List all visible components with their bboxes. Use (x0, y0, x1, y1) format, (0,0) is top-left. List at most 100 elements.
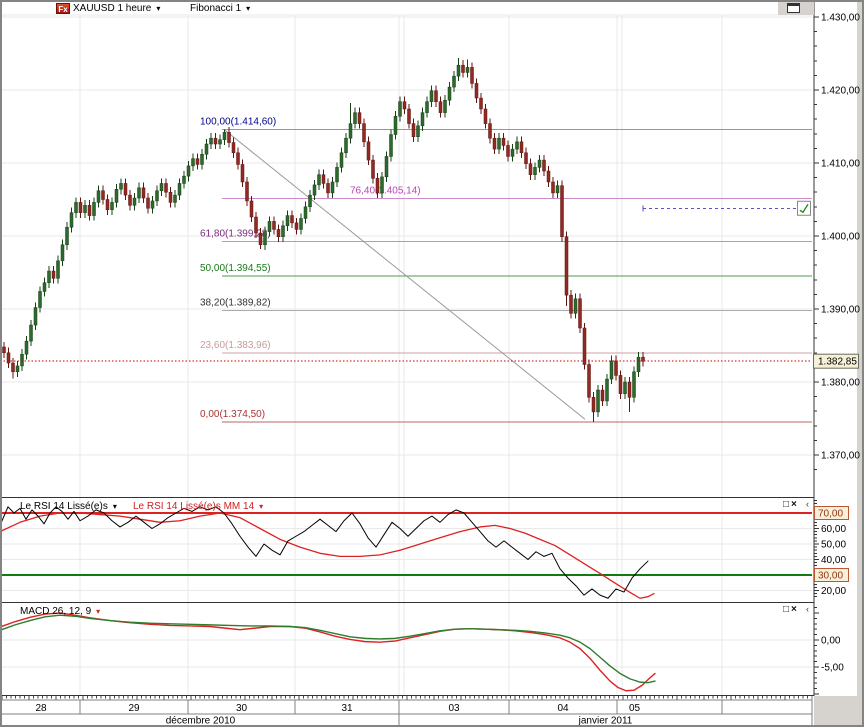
candle (506, 145, 510, 157)
candle (177, 183, 182, 196)
candle (272, 221, 276, 230)
rsi-title: Le RSI 14 Lissé(e)s (20, 501, 108, 512)
candle (479, 97, 483, 110)
candle (222, 132, 227, 140)
fib-trend-line[interactable] (223, 129, 586, 420)
macd-maximize-button[interactable]: □ (783, 604, 792, 615)
time-axis-bg (0, 696, 814, 727)
fib-level-label: 23,60(1.383,96) (200, 340, 271, 351)
candle (236, 152, 240, 165)
candle (326, 183, 330, 194)
rsi-macd-divider[interactable] (0, 602, 814, 603)
macd-timeaxis-divider (0, 695, 814, 696)
instrument-label: XAUUSD 1 heure (73, 3, 152, 14)
time-axis-month-label: décembre 2010 (166, 716, 236, 727)
candle (254, 216, 258, 234)
candle (308, 194, 312, 208)
candle (263, 231, 267, 246)
candle (195, 158, 200, 165)
candle (542, 159, 546, 172)
candle (24, 340, 29, 355)
candle (213, 137, 218, 145)
rsi-close-button[interactable]: × (791, 499, 799, 510)
candle (609, 360, 614, 380)
candle (249, 200, 254, 218)
rsi-chart-canvas[interactable] (0, 498, 814, 603)
candle (290, 215, 294, 224)
candle (380, 176, 384, 194)
rsi-axis-collapse-icon[interactable]: ‹ (806, 499, 809, 509)
rsi-level-box (814, 568, 849, 582)
candle (456, 64, 461, 77)
time-axis-day-label: 03 (448, 703, 460, 714)
rsi-axis-label: 40,00 (821, 555, 846, 566)
candle (618, 375, 623, 394)
price-chart-canvas[interactable]: 100,00(1.414,60) 76,40(1.405,14) 61,80(1.3… (0, 0, 814, 498)
candle (146, 197, 150, 209)
rsi-panel-bg (0, 498, 814, 603)
time-axis[interactable]: 28 29 30 31 03 04 05 décembre 2010 janvier 2011 (0, 696, 814, 727)
current-price-box (813, 353, 859, 369)
window-border-top (0, 0, 864, 2)
rsi-axis-label: 30,00 (818, 571, 843, 582)
time-axis-day-label: 31 (341, 703, 353, 714)
candle (312, 184, 317, 196)
candle (425, 101, 429, 113)
rsi-axis-label: 70,00 (818, 509, 843, 520)
macd-indicator-menu[interactable]: MACD 26, 12, 9 ▾ (20, 606, 100, 617)
candle (231, 142, 236, 154)
rsi-mm-title: Le RSI 14 Lissé(e)s MM 14 (133, 501, 255, 512)
candle (38, 291, 42, 308)
candle (569, 294, 573, 314)
candle (164, 183, 168, 193)
time-axis-day-label: 29 (128, 703, 140, 714)
chevron-down-icon: ▾ (96, 607, 101, 616)
macd-chart-canvas[interactable] (0, 603, 814, 696)
candle (267, 221, 272, 232)
candle (353, 112, 357, 124)
candle (321, 174, 326, 184)
time-axis-day-label: 04 (557, 703, 569, 714)
candle (6, 352, 11, 364)
macd-axis-label: 0,00 (821, 636, 841, 647)
instrument-selector[interactable]: XAUUSD 1 heure ▾ (73, 3, 160, 14)
candle (303, 206, 308, 219)
candle (411, 123, 416, 137)
candle (150, 200, 155, 209)
candle (240, 164, 245, 183)
chevron-down-icon: ▾ (156, 4, 161, 13)
candle (587, 364, 591, 398)
rsi-axis-label: 20,00 (821, 586, 846, 597)
candle (519, 141, 524, 154)
candle (110, 202, 114, 210)
candle (119, 183, 123, 190)
rsi-level-box (814, 506, 849, 520)
study-selector[interactable]: Fibonacci 1 ▾ (190, 3, 250, 14)
macd-close-button[interactable]: × (791, 604, 799, 615)
fib-level-label: 100,00(1.414,60) (200, 116, 276, 127)
restore-window-button[interactable] (787, 3, 800, 13)
candle (623, 381, 627, 394)
candle (281, 225, 285, 237)
alert-marker-box[interactable] (797, 200, 811, 216)
candle (159, 183, 164, 191)
time-axis-day-label: 30 (236, 703, 248, 714)
macd-axis-collapse-icon[interactable]: ‹ (806, 604, 809, 614)
rsi-indicator-menu[interactable]: Le RSI 14 Lissé(e)s ▾ (20, 501, 117, 512)
candle (402, 101, 407, 110)
price-rsi-divider[interactable] (0, 497, 814, 498)
price-axis-label: 1.400,00 (821, 232, 860, 243)
candle (227, 132, 231, 143)
rsi-maximize-button[interactable]: □ (783, 499, 792, 510)
price-axis-column[interactable]: 1.430,00 1.420,00 1.410,00 1.400,00 1.390,00… (812, 0, 864, 727)
candle (258, 232, 263, 246)
candle (438, 101, 443, 113)
rsi-mm-indicator-menu[interactable]: Le RSI 14 Lissé(e)s MM 14 ▾ (133, 501, 263, 512)
candle (317, 174, 321, 186)
candle (114, 189, 119, 203)
candle (524, 152, 528, 164)
candle (560, 185, 564, 237)
candle (384, 156, 389, 178)
candle (123, 183, 128, 196)
